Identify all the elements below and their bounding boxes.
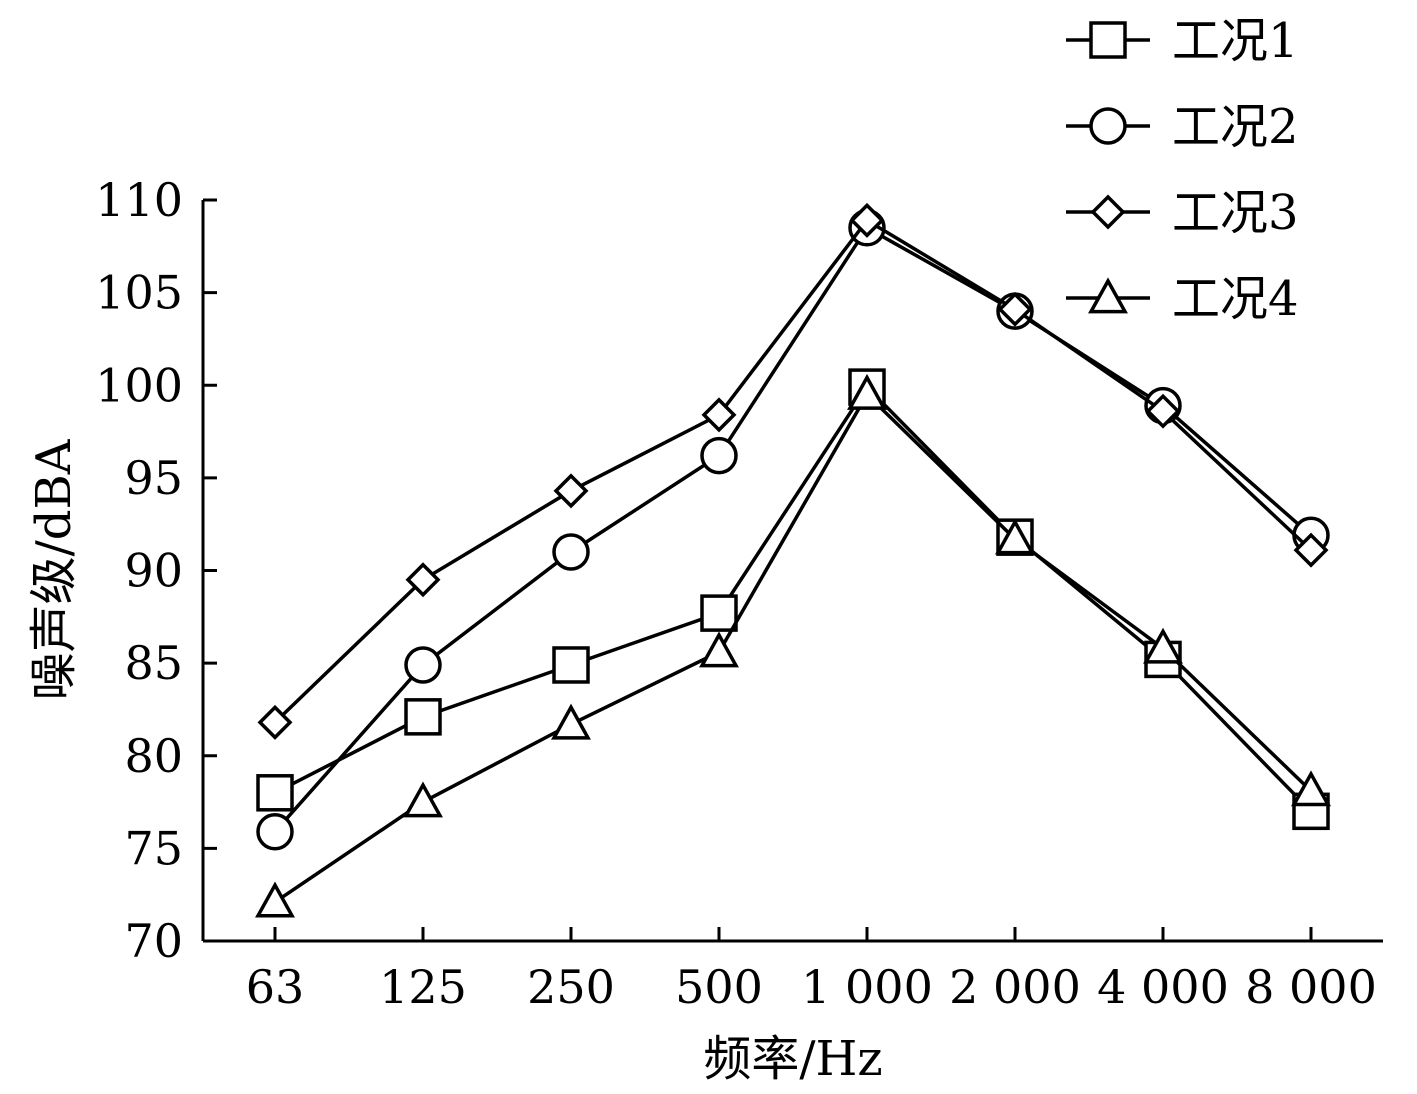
data-point-diamond (1293, 532, 1329, 568)
series-line (274, 384, 1313, 813)
data-point-diamond (405, 562, 441, 598)
x-tick-label: 63 (246, 960, 305, 1014)
legend-label: 工况2 (1172, 99, 1299, 155)
data-point-diamond (1145, 393, 1181, 429)
legend-entry: 工况3 (1066, 185, 1299, 241)
data-point-circle (700, 436, 738, 475)
series-line (273, 218, 1313, 724)
x-tick-label: 1 000 (801, 960, 933, 1014)
data-point-diamond (701, 397, 737, 433)
x-tick-label: 250 (527, 960, 615, 1014)
x-tick-label: 500 (675, 960, 763, 1014)
data-point-triangle (1143, 627, 1183, 664)
y-ticks: 70 75 80 85 90 95 100 105 110 (95, 173, 217, 968)
y-axis-label: 噪声级/dBA (26, 438, 82, 700)
series-4 (255, 373, 1331, 918)
legend-entry: 工况4 (1066, 271, 1299, 327)
data-point-circle (552, 533, 590, 571)
y-tick-label: 110 (95, 173, 183, 227)
series-line (274, 391, 1313, 904)
legend-marker-triangle (1088, 277, 1128, 314)
legend-marker-square (1089, 21, 1127, 59)
data-point-diamond (997, 291, 1033, 327)
legend-entry: 工况1 (1066, 13, 1299, 69)
legend: 工况1 工况2 工况3 工况4 (1066, 13, 1299, 327)
legend-marker-diamond (1090, 194, 1126, 230)
data-point-diamond (553, 473, 589, 509)
y-tick-label: 105 (95, 266, 183, 320)
data-point-diamond (849, 202, 885, 238)
data-point-square (256, 774, 294, 812)
legend-label: 工况4 (1172, 271, 1299, 327)
data-point-triangle (255, 881, 295, 918)
x-tick-label: 8 000 (1245, 960, 1377, 1014)
data-point-triangle (847, 373, 887, 410)
axes: 70 75 80 85 90 95 100 105 110 63 125 250 500 1 000 2 … (95, 173, 1383, 1014)
legend-label: 工况1 (1172, 13, 1299, 69)
series-3 (257, 202, 1329, 740)
data-point-triangle (551, 703, 591, 740)
x-tick-label: 125 (379, 960, 467, 1014)
data-point-circle (256, 812, 294, 851)
y-tick-label: 70 (124, 914, 183, 968)
data-point-circle (404, 646, 442, 684)
legend-marker-circle (1089, 107, 1127, 145)
legend-entry: 工况2 (1066, 99, 1299, 155)
y-tick-label: 85 (124, 636, 183, 690)
data-point-triangle (403, 781, 443, 818)
data-point-square (404, 698, 442, 736)
y-tick-label: 100 (95, 358, 183, 412)
y-tick-label: 80 (124, 729, 183, 783)
data-point-triangle (995, 518, 1035, 555)
x-axis-label: 频率/Hz (703, 1031, 882, 1087)
plot-area (255, 202, 1331, 918)
y-tick-label: 90 (124, 544, 183, 598)
series-line (273, 225, 1313, 833)
data-point-diamond (257, 704, 293, 740)
series-1 (256, 368, 1330, 831)
data-point-triangle (699, 631, 739, 668)
data-point-square (552, 646, 590, 684)
y-tick-label: 95 (124, 451, 183, 505)
legend-label: 工况3 (1172, 185, 1299, 241)
y-tick-label: 75 (124, 821, 183, 875)
data-point-triangle (1291, 770, 1331, 807)
data-point-square (700, 594, 738, 632)
x-tick-label: 2 000 (949, 960, 1081, 1014)
x-ticks: 63 125 250 500 1 000 2 000 4 000 8 000 (246, 927, 1377, 1014)
series-2 (256, 209, 1330, 851)
x-tick-label: 4 000 (1097, 960, 1229, 1014)
